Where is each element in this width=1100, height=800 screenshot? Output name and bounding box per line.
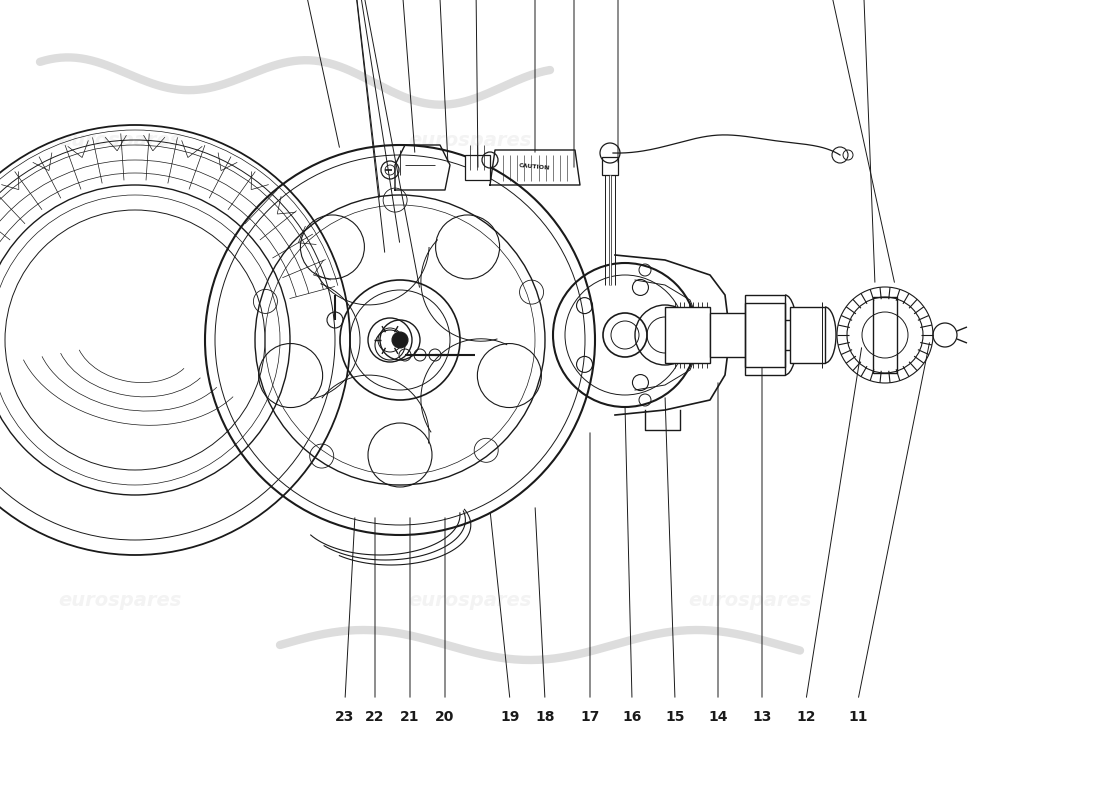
Text: 17: 17 bbox=[581, 710, 600, 724]
Text: 20: 20 bbox=[436, 710, 454, 724]
Text: eurospares: eurospares bbox=[408, 130, 531, 150]
Text: eurospares: eurospares bbox=[58, 590, 182, 610]
Text: 12: 12 bbox=[796, 710, 816, 724]
Bar bbox=[750, 320, 810, 350]
Text: 11: 11 bbox=[848, 710, 868, 724]
Text: eurospares: eurospares bbox=[408, 590, 531, 610]
Bar bbox=[745, 295, 785, 375]
Text: 16: 16 bbox=[623, 710, 641, 724]
Bar bbox=[873, 297, 896, 373]
Text: 21: 21 bbox=[400, 710, 420, 724]
Bar bbox=[602, 157, 618, 175]
Text: eurospares: eurospares bbox=[689, 590, 812, 610]
Bar bbox=[745, 303, 785, 367]
Bar bbox=[666, 307, 710, 363]
Text: 23: 23 bbox=[336, 710, 354, 724]
Text: 22: 22 bbox=[365, 710, 385, 724]
Bar bbox=[710, 313, 750, 357]
Bar bbox=[790, 307, 825, 363]
Text: 13: 13 bbox=[752, 710, 772, 724]
Text: CAUTION: CAUTION bbox=[519, 163, 551, 171]
Bar bbox=[465, 155, 490, 180]
Circle shape bbox=[392, 332, 408, 348]
Text: 18: 18 bbox=[536, 710, 554, 724]
Text: 19: 19 bbox=[500, 710, 519, 724]
Text: eurospares: eurospares bbox=[58, 130, 182, 150]
Text: 14: 14 bbox=[708, 710, 728, 724]
Text: 15: 15 bbox=[666, 710, 684, 724]
